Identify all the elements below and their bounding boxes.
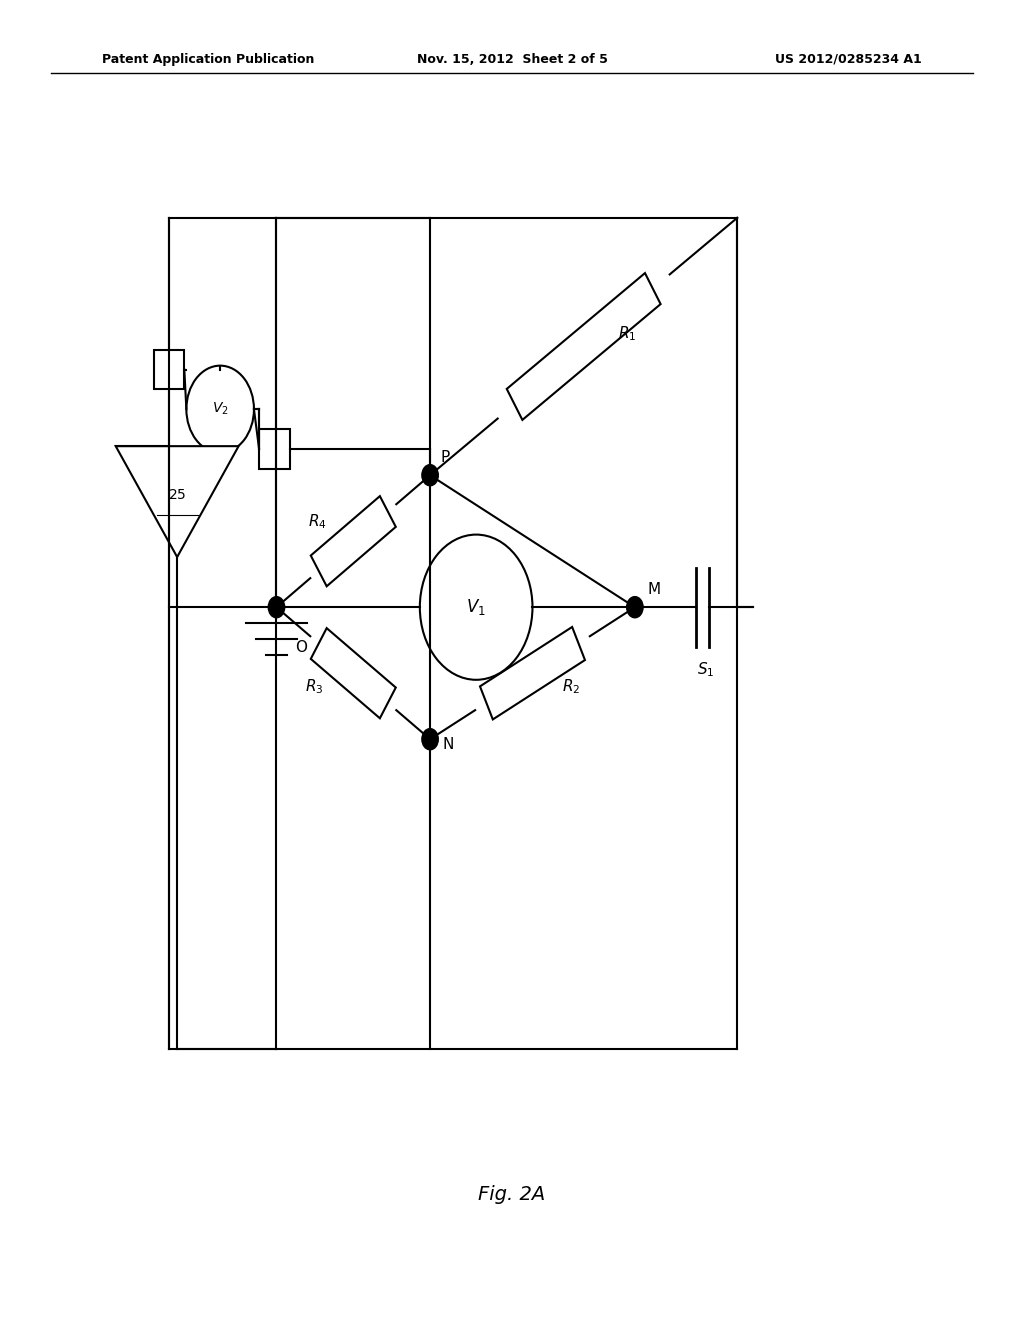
FancyBboxPatch shape: [259, 429, 290, 469]
Circle shape: [422, 729, 438, 750]
Text: $25$: $25$: [168, 488, 186, 502]
Polygon shape: [116, 446, 239, 557]
Text: Fig. 2A: Fig. 2A: [478, 1185, 546, 1204]
Text: Nov. 15, 2012  Sheet 2 of 5: Nov. 15, 2012 Sheet 2 of 5: [417, 53, 607, 66]
Polygon shape: [310, 628, 396, 718]
Circle shape: [268, 597, 285, 618]
Text: O: O: [295, 640, 307, 655]
Text: N: N: [442, 738, 454, 752]
Text: $R_3$: $R_3$: [305, 677, 324, 696]
Text: $R_4$: $R_4$: [308, 512, 327, 531]
Polygon shape: [480, 627, 585, 719]
Text: $R_1$: $R_1$: [617, 323, 636, 343]
Text: Patent Application Publication: Patent Application Publication: [102, 53, 314, 66]
Text: $R_2$: $R_2$: [562, 677, 581, 696]
Circle shape: [420, 535, 532, 680]
Text: $V_1$: $V_1$: [466, 597, 486, 618]
FancyBboxPatch shape: [154, 350, 184, 389]
Polygon shape: [507, 273, 660, 420]
Text: US 2012/0285234 A1: US 2012/0285234 A1: [775, 53, 922, 66]
Text: $S_1$: $S_1$: [697, 660, 714, 678]
Circle shape: [627, 597, 643, 618]
Circle shape: [186, 366, 254, 453]
Text: M: M: [647, 582, 660, 597]
Text: P: P: [440, 450, 450, 465]
Polygon shape: [310, 496, 396, 586]
Circle shape: [422, 465, 438, 486]
Text: $V_2$: $V_2$: [212, 401, 228, 417]
